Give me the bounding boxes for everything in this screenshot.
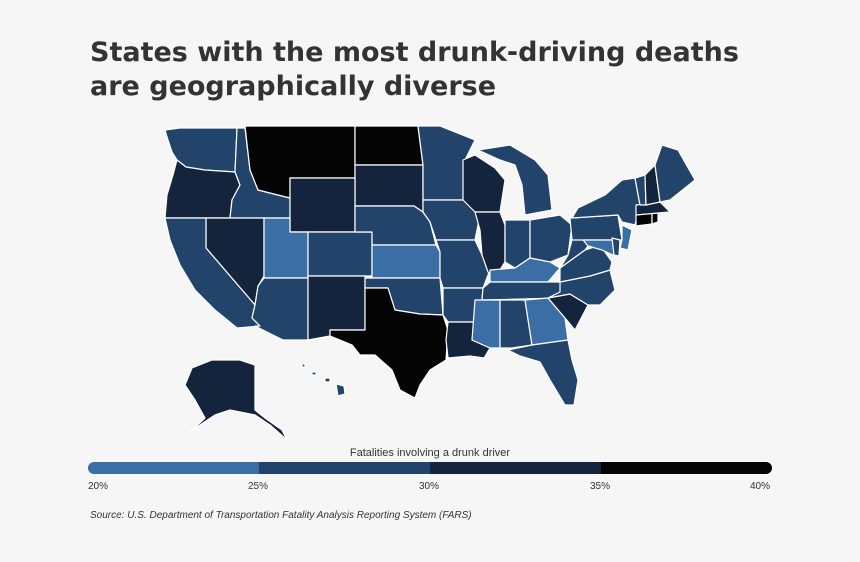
state-WY[interactable] — [289, 177, 356, 233]
legend-ticks: 20% 25% 30% 35% 40% — [0, 481, 860, 495]
state-HI-oahu[interactable] — [311, 371, 317, 376]
state-AK[interactable] — [184, 359, 288, 441]
state-KS[interactable] — [371, 244, 441, 279]
state-MI[interactable] — [477, 144, 553, 216]
state-HI-big[interactable] — [335, 383, 346, 397]
source-note: Source: U.S. Department of Transportatio… — [90, 510, 472, 521]
legend-segment — [259, 462, 430, 474]
legend-segment — [88, 462, 259, 474]
state-DE[interactable] — [611, 237, 621, 257]
legend-tick: 35% — [590, 481, 611, 492]
state-SD[interactable] — [354, 164, 424, 213]
state-ND[interactable] — [354, 125, 424, 166]
chart-title: States with the most drunk-driving death… — [90, 37, 739, 102]
legend-tick: 20% — [88, 481, 109, 492]
legend-segment — [601, 462, 772, 474]
legend-tick: 25% — [248, 481, 269, 492]
state-RI[interactable] — [651, 212, 659, 225]
state-CA[interactable] — [164, 217, 261, 329]
legend-title: Fatalities involving a drunk driver — [349, 447, 511, 459]
state-TX[interactable] — [329, 287, 449, 399]
state-VA[interactable] — [559, 244, 613, 283]
state-HI-kauai[interactable] — [301, 363, 306, 368]
state-WI[interactable] — [462, 154, 506, 213]
state-MS[interactable] — [471, 299, 501, 349]
legend-tick: 40% — [750, 481, 771, 492]
state-AZ[interactable] — [251, 277, 309, 341]
legend-color-bar — [88, 462, 772, 474]
state-PA[interactable] — [569, 214, 623, 241]
state-HI-maui[interactable] — [324, 377, 331, 383]
legend-tick: 30% — [419, 481, 440, 492]
state-CO[interactable] — [307, 231, 373, 277]
state-ME[interactable] — [654, 144, 696, 203]
legend-segment — [430, 462, 601, 474]
state-NJ[interactable] — [619, 224, 633, 251]
state-OH[interactable] — [529, 214, 573, 263]
state-FL[interactable] — [507, 339, 579, 406]
us-map — [164, 125, 696, 441]
